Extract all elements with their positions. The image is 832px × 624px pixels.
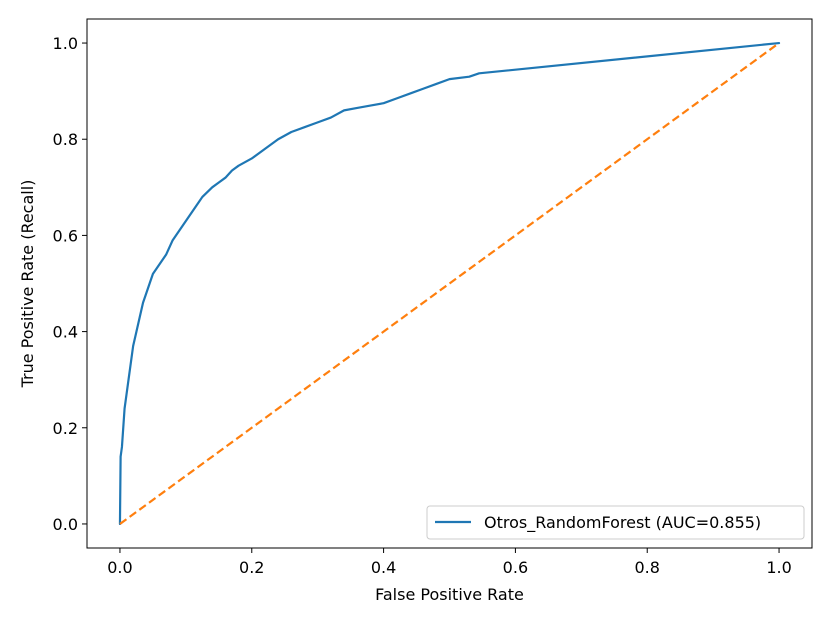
reference-diagonal-line bbox=[119, 42, 780, 525]
y-tick-label: 0.0 bbox=[53, 515, 78, 534]
y-tick-label: 0.8 bbox=[53, 130, 78, 149]
x-tick-label: 0.6 bbox=[503, 558, 528, 577]
legend-box bbox=[426, 505, 805, 540]
x-tick-label: 0.4 bbox=[371, 558, 396, 577]
y-tick-label: 0.4 bbox=[53, 323, 78, 342]
y-tick-label: 0.6 bbox=[53, 226, 78, 245]
plot-series bbox=[118, 41, 781, 526]
plot-frame bbox=[86, 18, 813, 549]
x-tick-label: 0.2 bbox=[239, 558, 264, 577]
y-tick-label: 0.2 bbox=[53, 419, 78, 438]
y-axis-ticks: 0.0 0.2 0.4 0.6 0.8 1.0 bbox=[53, 34, 87, 534]
x-tick-label: 0.8 bbox=[635, 558, 660, 577]
y-tick-label: 1.0 bbox=[53, 34, 78, 53]
x-tick-label: 0.0 bbox=[107, 558, 132, 577]
y-axis-label: True Positive Rate (Recall) bbox=[18, 180, 37, 389]
roc-curve-line bbox=[118, 41, 781, 526]
x-tick-label: 1.0 bbox=[766, 558, 791, 577]
legend-label: Otros_RandomForest (AUC=0.855) bbox=[484, 513, 761, 533]
x-axis-label: False Positive Rate bbox=[375, 585, 524, 604]
x-axis-ticks: 0.0 0.2 0.4 0.6 0.8 1.0 bbox=[107, 548, 792, 577]
legend: Otros_RandomForest (AUC=0.855) bbox=[426, 505, 805, 540]
